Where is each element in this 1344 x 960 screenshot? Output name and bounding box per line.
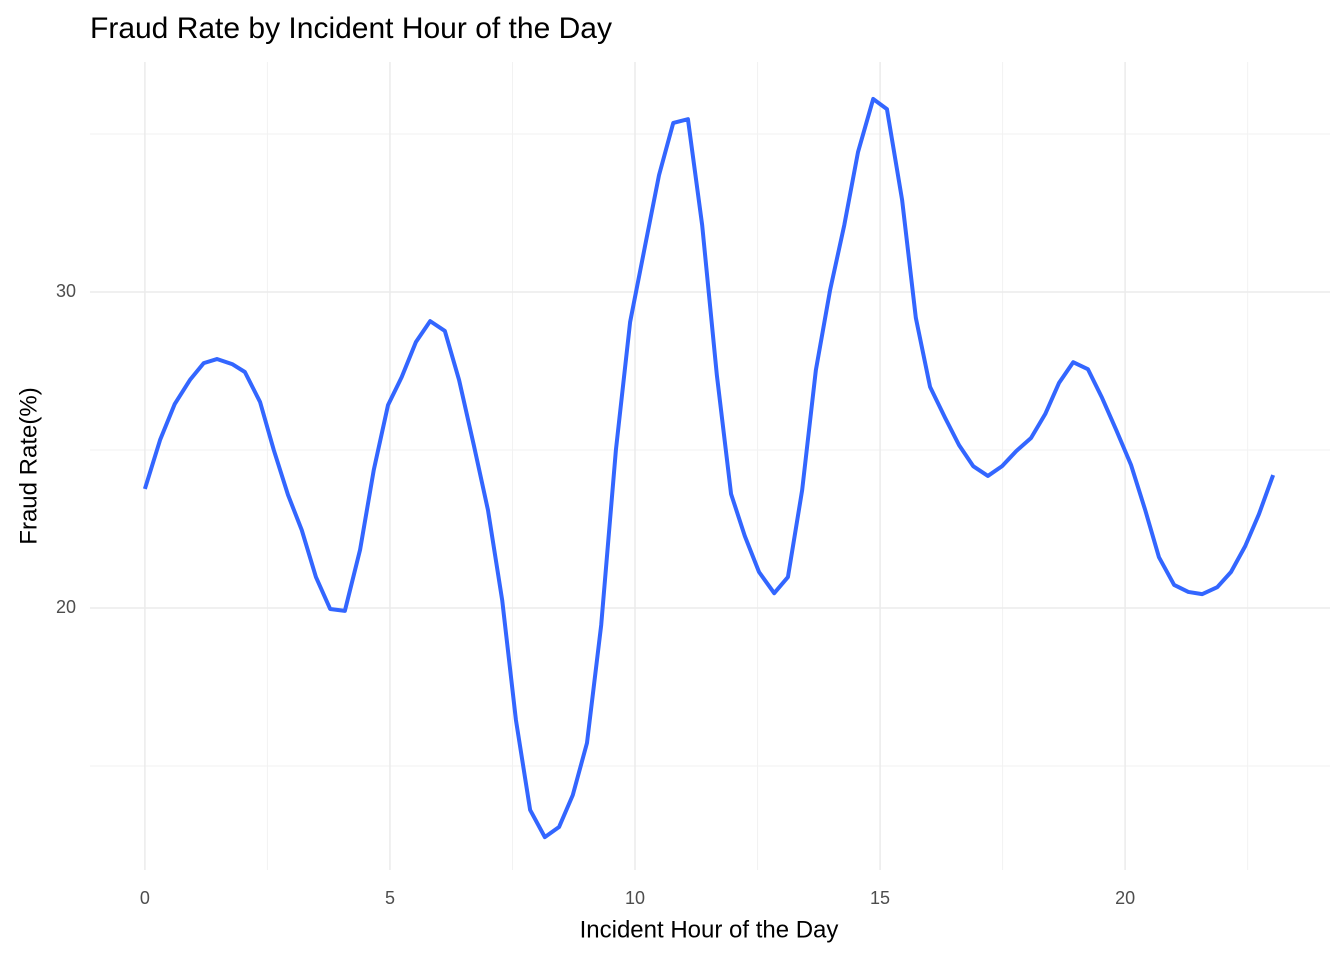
x-tick-label: 10 [625, 888, 645, 908]
y-tick-label: 20 [56, 597, 76, 617]
y-tick-label: 30 [56, 281, 76, 301]
chart-title: Fraud Rate by Incident Hour of the Day [90, 12, 612, 45]
y-axis-title: Fraud Rate(%) [15, 387, 42, 544]
line [142, 96, 1276, 840]
x-tick-label: 15 [870, 888, 890, 908]
x-tick-label: 5 [385, 888, 395, 908]
x-axis-title: Incident Hour of the Day [580, 916, 839, 943]
x-tick-label: 20 [1115, 888, 1135, 908]
x-tick-label: 0 [140, 888, 150, 908]
